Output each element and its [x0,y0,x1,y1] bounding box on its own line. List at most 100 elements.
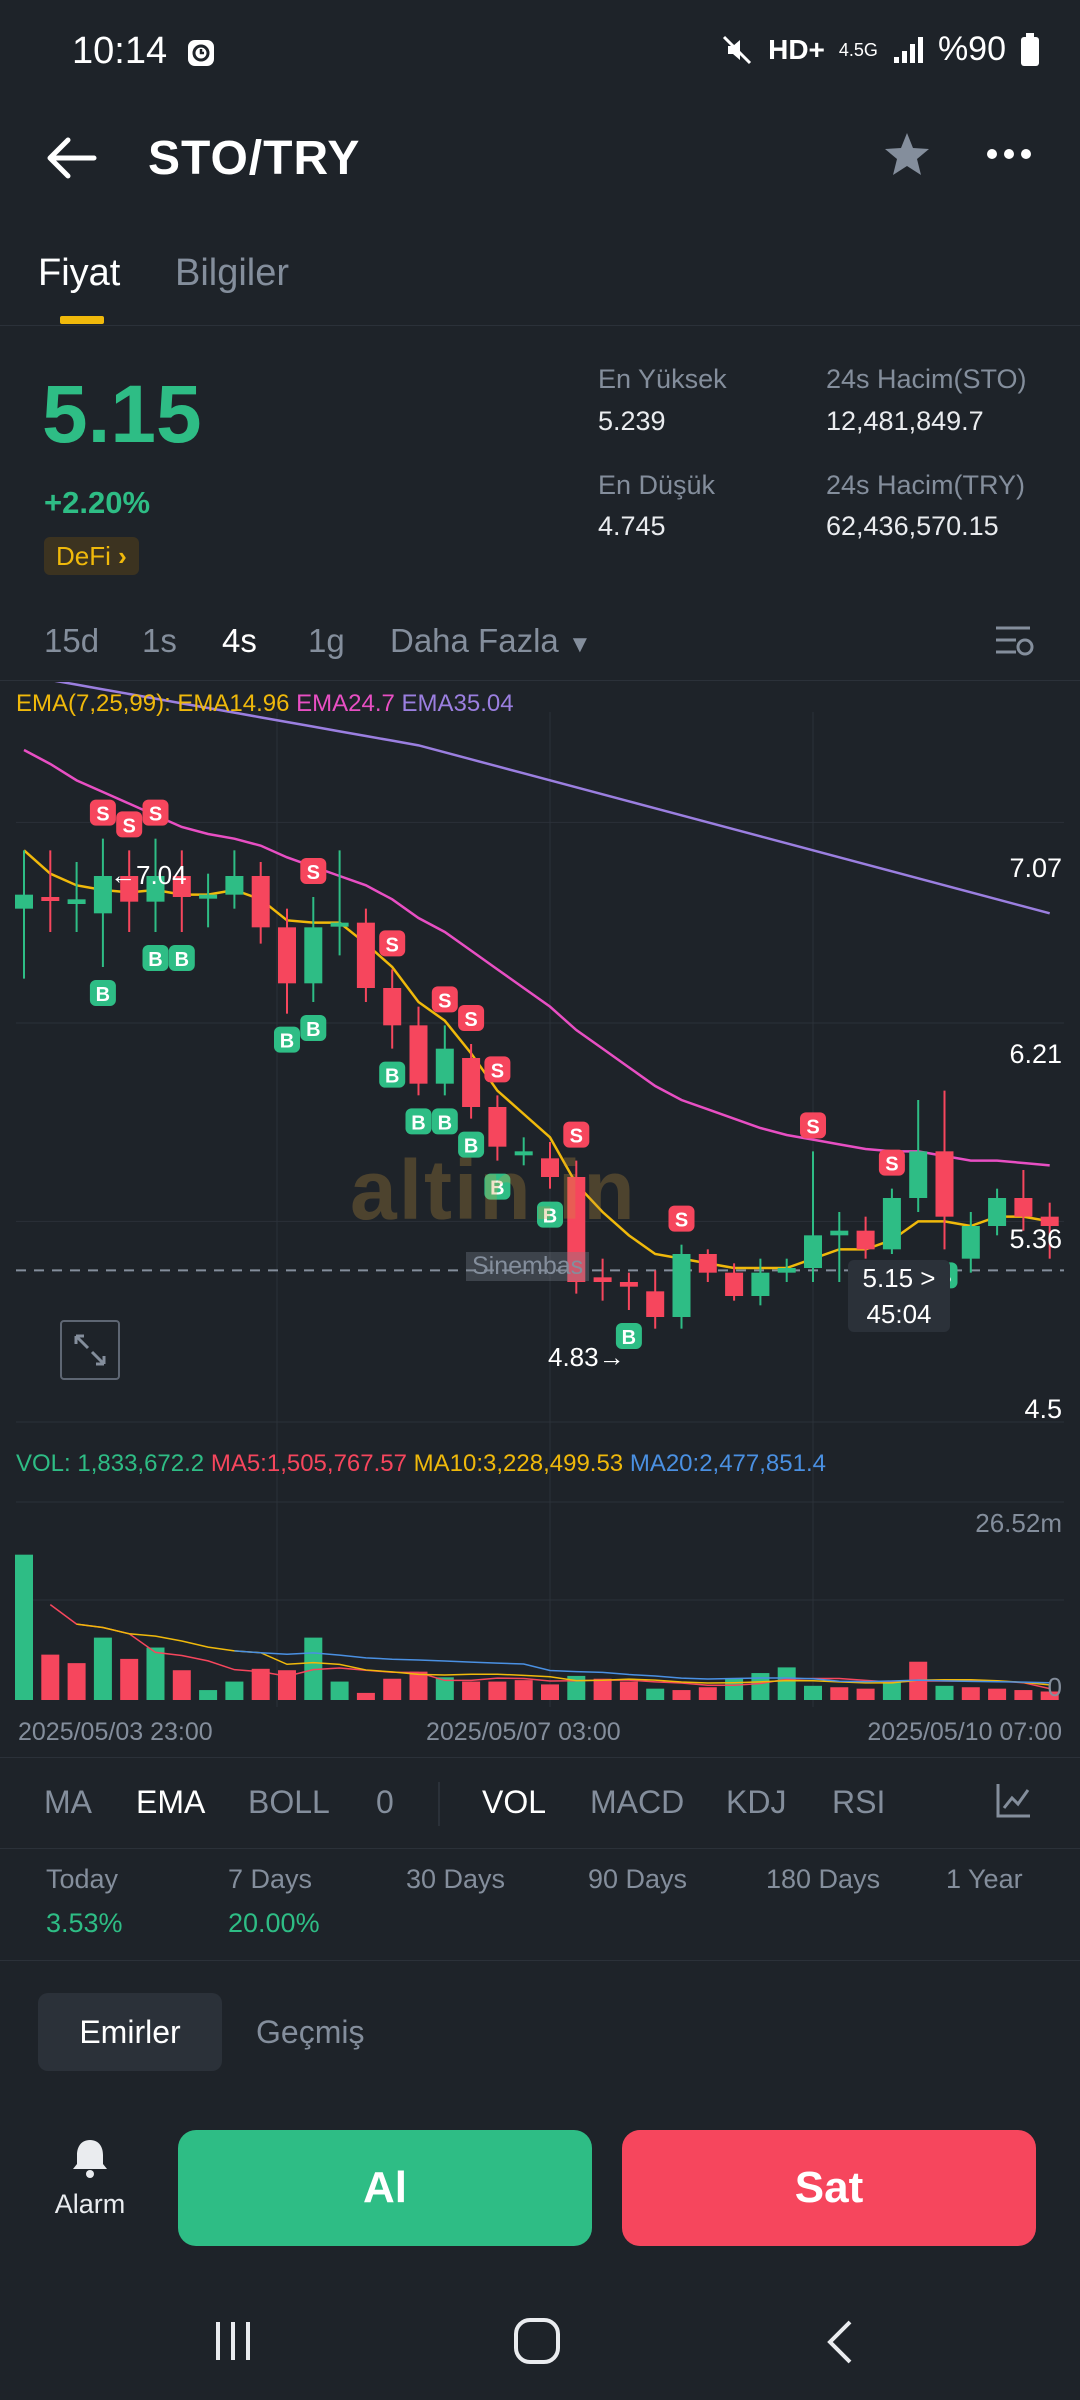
volume-bar [725,1678,744,1700]
sell-marker [300,858,327,884]
perf-value: 3.53% [46,1908,123,1938]
tab-bilgiler[interactable]: Bilgiler [175,252,290,294]
ema25-value: EMA24.7 [296,690,395,717]
buy-marker [274,1026,300,1053]
sell-marker [89,799,116,826]
candle-body [777,1268,796,1273]
volume-bar [41,1654,60,1700]
sell-marker [800,1112,826,1139]
sell-button[interactable]: Sat [622,2130,1036,2246]
candle-body [1040,1216,1059,1226]
candle-body [225,876,244,895]
candle-body [935,1151,954,1217]
ma10-value: MA10:3,228,499.53 [413,1450,624,1477]
timeframe-15d[interactable]: 15d [44,622,100,659]
current-price-callout[interactable]: 5.15 > 45:04 [848,1260,950,1332]
tab-orders[interactable]: Emirler [38,1993,222,2071]
indicator-hide-main[interactable]: 0 [376,1784,394,1820]
ema7-line [23,849,1050,1270]
nav-back-icon[interactable] [822,2318,856,2366]
indicator-ema[interactable]: EMA [136,1784,206,1820]
sell-marker-label: S [570,1126,583,1148]
system-nav-bar [0,2260,1080,2400]
volume-bar [777,1667,796,1700]
price-chart[interactable]: BBBBBBBBBBBBBSSSSSSSSSSSS EMA(7,25,99): … [0,682,1080,1752]
candle-body [488,1107,507,1147]
indicator-vol[interactable]: VOL [482,1784,547,1820]
timeframe-more-label: Daha Fazla [390,622,559,659]
volume-bar [383,1678,402,1700]
timeframe-1s[interactable]: 1s [142,622,177,659]
buy-marker-label: B [148,949,162,971]
volume-bar [882,1681,901,1700]
candle-body [93,876,112,914]
volume-bar [751,1673,770,1700]
hd-icon: HD+ [768,33,825,65]
sell-marker-label: S [885,1154,898,1176]
price-axis-tick: 7.07 [1009,853,1062,883]
recent-apps-icon[interactable] [210,2318,256,2364]
sell-marker-label: S [386,934,399,956]
sell-marker-label: S [307,862,320,884]
fullscreen-button[interactable] [60,1320,120,1380]
candle-body [67,899,86,904]
battery-icon [1021,32,1039,66]
alarm-button[interactable]: Alarm [30,2136,150,2236]
indicator-ma[interactable]: MA [44,1784,92,1820]
ma10-line [76,1623,1050,1686]
indicator-kdj[interactable]: KDJ [726,1784,787,1820]
ema99-line [54,682,1051,915]
caret-down-icon: ▼ [567,631,592,658]
tab-history[interactable]: Geçmiş [256,2014,365,2050]
back-arrow-icon[interactable] [46,133,98,183]
watermark: altin.in [350,1143,637,1237]
candle-body [330,922,349,927]
ema25-line [23,748,1050,1167]
perf-label: 1 Year [946,1864,1023,1894]
indicator-macd[interactable]: MACD [590,1784,685,1820]
volume-legend: VOL: 1,833,672.2 MA5:1,505,767.57 MA10:3… [16,1450,826,1478]
buy-marker-label: B [543,1206,557,1228]
candle-body [146,876,165,902]
sell-marker [142,799,169,826]
category-tag[interactable]: DeFi › [44,537,139,575]
candle-body [199,894,218,899]
indicator-boll[interactable]: BOLL [248,1784,330,1820]
more-options-icon[interactable] [986,147,1032,161]
tab-fiyat[interactable]: Fiyat [38,252,121,294]
perf-label: 7 Days [228,1864,313,1894]
time-axis-tick: 2025/05/03 23:00 [18,1718,213,1746]
timeframe-more[interactable]: Daha Fazla ▼ [390,622,592,660]
buy-marker-label: B [438,1112,452,1134]
buy-marker-label: B [622,1327,636,1349]
candle-body [725,1272,744,1296]
candle-body [383,988,402,1026]
indicator-settings-icon[interactable] [994,1780,1034,1820]
candle-body [830,1230,849,1236]
chart-settings-icon[interactable] [994,622,1034,660]
sell-marker [878,1149,905,1176]
volume-bar [330,1681,349,1700]
candle-body [646,1291,665,1317]
trade-markers: BBBBBBBBBBBBBSSSSSSSSSSSS [89,799,958,1349]
chevron-right-icon: › [118,541,127,571]
status-bar: 10:14 HD+ 4.5G %90 [0,0,1080,105]
volume-bar [593,1678,612,1700]
alarm-clock-icon [188,40,214,66]
volume-bar [225,1681,244,1700]
buy-marker [431,1108,458,1135]
timeframe-1g[interactable]: 1g [308,622,345,659]
candle-body [988,1198,1007,1226]
timeframe-4s[interactable]: 4s [222,622,257,659]
candle-body [409,1025,428,1084]
home-icon[interactable] [512,2316,562,2366]
buy-button[interactable]: Al [178,2130,592,2246]
sell-marker-label: S [464,1009,477,1031]
candle-body [698,1254,717,1273]
chart-canvas[interactable]: BBBBBBBBBBBBBSSSSSSSSSSSS [0,682,1080,1752]
sell-marker-label: S [149,804,162,826]
indicator-rsi[interactable]: RSI [832,1784,886,1820]
favorite-star-icon[interactable] [882,130,932,180]
ema25-line [23,748,1050,1167]
candle-body [356,922,375,988]
